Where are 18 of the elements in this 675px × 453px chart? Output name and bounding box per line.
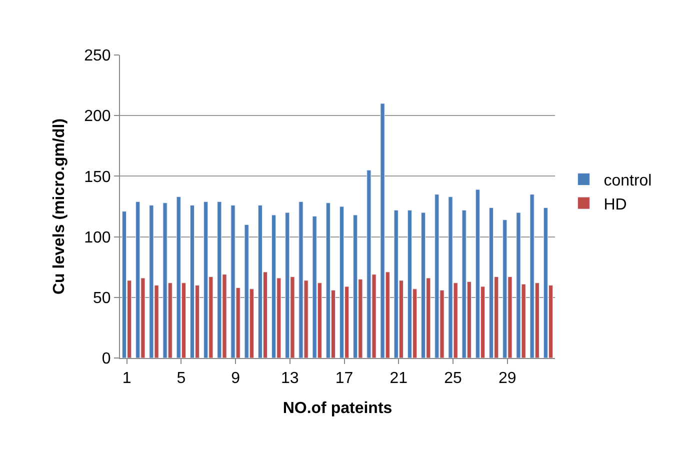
x-tick-label: 13: [281, 370, 299, 388]
x-tick-label: 9: [231, 370, 240, 388]
y-tick-label: 200: [84, 108, 111, 126]
y-tick-label: 250: [84, 48, 111, 65]
y-axis-title: Cu levels (micro.gm/dl): [50, 118, 68, 295]
x-tick-label: 21: [390, 370, 408, 388]
x-axis-title: NO.of pateints: [282, 400, 392, 417]
legend-label: control: [604, 172, 652, 190]
x-tick-label: 25: [444, 370, 462, 388]
y-tick-label: 100: [84, 229, 111, 246]
x-tick-label: 17: [335, 370, 354, 388]
y-tick-label: 50: [93, 290, 111, 307]
x-tick-label: 5: [176, 370, 186, 388]
legend-label: HD: [604, 196, 627, 214]
y-tick-label: 150: [84, 168, 111, 186]
x-tick-label: 1: [122, 370, 132, 388]
y-tick-label: 0: [102, 350, 111, 368]
x-tick-label: 29: [498, 370, 516, 388]
